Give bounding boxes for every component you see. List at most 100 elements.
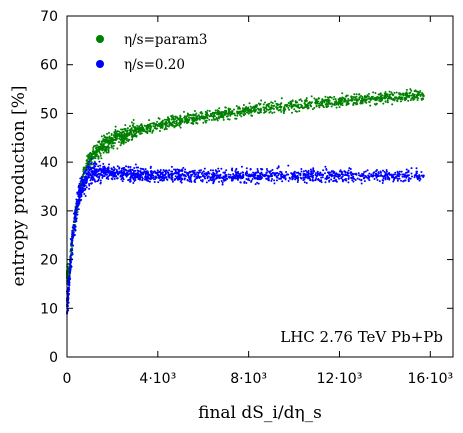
scatter-dot bbox=[205, 174, 208, 177]
scatter-dot bbox=[265, 110, 268, 113]
scatter-dot bbox=[90, 182, 93, 185]
scatter-dot bbox=[212, 181, 215, 184]
scatter-dot bbox=[129, 180, 132, 183]
scatter-dot bbox=[175, 124, 178, 127]
scatter-dot bbox=[77, 208, 80, 211]
scatter-dot bbox=[295, 110, 298, 113]
scatter-dot bbox=[235, 105, 238, 108]
scatter-dot bbox=[305, 98, 308, 101]
scatter-dot bbox=[189, 179, 192, 182]
scatter-dot bbox=[159, 168, 162, 171]
scatter-dot bbox=[351, 99, 354, 102]
scatter-dot bbox=[373, 177, 376, 180]
scatter-dot bbox=[94, 172, 97, 175]
scatter-dot bbox=[386, 99, 389, 102]
scatter-dot bbox=[106, 168, 109, 171]
scatter-dot bbox=[300, 170, 303, 173]
scatter-dot bbox=[240, 165, 243, 168]
scatter-dot bbox=[255, 171, 258, 174]
scatter-dot bbox=[375, 96, 378, 99]
scatter-dot bbox=[368, 172, 371, 175]
scatter-dot bbox=[381, 179, 384, 182]
scatter-dot bbox=[267, 105, 270, 108]
scatter-dot bbox=[280, 97, 283, 100]
y-tick-label: 40 bbox=[40, 155, 58, 171]
scatter-dot bbox=[256, 174, 259, 177]
scatter-dot bbox=[401, 173, 404, 176]
scatter-dot bbox=[124, 169, 127, 172]
scatter-dot bbox=[287, 179, 290, 182]
scatter-dot bbox=[396, 170, 399, 173]
scatter-dot bbox=[133, 170, 136, 173]
scatter-dot bbox=[413, 93, 416, 96]
scatter-dot bbox=[408, 177, 411, 180]
scatter-dot bbox=[309, 168, 312, 171]
y-tick-label: 50 bbox=[40, 106, 58, 122]
scatter-dot bbox=[405, 171, 408, 174]
scatter-dot bbox=[160, 124, 163, 127]
scatter-dot bbox=[418, 177, 421, 180]
scatter-dot bbox=[136, 172, 139, 175]
scatter-dot bbox=[210, 179, 213, 182]
scatter-dot bbox=[288, 108, 291, 111]
scatter-dot bbox=[416, 98, 419, 101]
scatter-dot bbox=[197, 114, 200, 117]
scatter-dot bbox=[220, 167, 223, 170]
scatter-dot bbox=[111, 141, 114, 144]
scatter-dot bbox=[280, 171, 283, 174]
scatter-dot bbox=[250, 114, 253, 117]
scatter-dot bbox=[135, 135, 138, 138]
scatter-dot bbox=[274, 100, 277, 103]
scatter-dot bbox=[406, 175, 409, 178]
scatter-dot bbox=[172, 116, 175, 119]
scatter-dot bbox=[125, 165, 128, 168]
scatter-dot bbox=[238, 110, 241, 113]
scatter-dot bbox=[174, 116, 177, 119]
scatter-dot bbox=[171, 180, 174, 183]
scatter-dot bbox=[161, 175, 164, 178]
scatter-dot bbox=[127, 169, 130, 172]
scatter-dot bbox=[120, 128, 123, 131]
scatter-dot bbox=[400, 96, 403, 99]
scatter-dot bbox=[335, 178, 338, 181]
scatter-dot bbox=[78, 202, 81, 205]
scatter-dot bbox=[322, 106, 325, 109]
scatter-dot bbox=[130, 130, 133, 133]
scatter-dot bbox=[178, 175, 181, 178]
scatter-dot bbox=[152, 174, 155, 177]
scatter-dot bbox=[259, 174, 262, 177]
scatter-dot bbox=[346, 172, 349, 175]
scatter-dot bbox=[94, 168, 97, 171]
scatter-dot bbox=[268, 111, 271, 114]
scatter-dot bbox=[124, 129, 127, 132]
scatter-dot bbox=[383, 92, 386, 95]
scatter-dot bbox=[115, 170, 118, 173]
scatter-dot bbox=[392, 98, 395, 101]
scatter-dot bbox=[80, 179, 83, 181]
scatter-dot bbox=[381, 169, 384, 172]
scatter-dot bbox=[386, 101, 389, 104]
scatter-dot bbox=[348, 99, 351, 102]
scatter-dot bbox=[277, 165, 280, 168]
scatter-dot bbox=[231, 112, 234, 115]
scatter-dot bbox=[352, 177, 355, 180]
scatter-points bbox=[66, 88, 425, 315]
scatter-dot bbox=[258, 172, 261, 175]
scatter-dot bbox=[263, 175, 266, 178]
scatter-dot bbox=[267, 176, 270, 179]
scatter-dot bbox=[405, 88, 408, 91]
scatter-dot bbox=[165, 178, 168, 181]
scatter-dot bbox=[402, 180, 405, 183]
scatter-dot bbox=[333, 95, 336, 98]
scatter-dot bbox=[93, 170, 96, 173]
scatter-dot bbox=[161, 171, 164, 174]
scatter-dot bbox=[360, 94, 363, 97]
scatter-dot bbox=[231, 175, 234, 178]
scatter-dot bbox=[359, 101, 362, 104]
scatter-dot bbox=[166, 125, 169, 128]
scatter-dot bbox=[374, 174, 377, 177]
scatter-dot bbox=[396, 100, 399, 103]
data-point bbox=[201, 174, 205, 178]
scatter-dot bbox=[84, 188, 87, 191]
scatter-dot bbox=[186, 122, 189, 125]
